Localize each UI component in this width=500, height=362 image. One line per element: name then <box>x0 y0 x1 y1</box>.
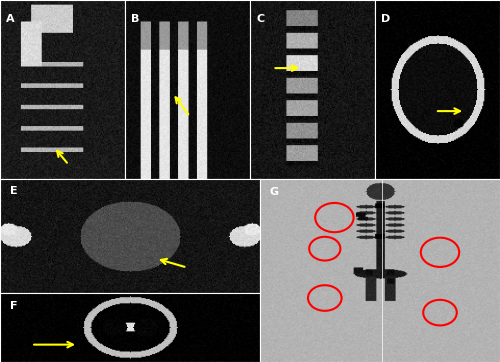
Text: F: F <box>10 301 18 311</box>
Text: B: B <box>131 14 140 24</box>
Text: G: G <box>270 186 278 197</box>
Text: C: C <box>256 14 264 24</box>
Text: D: D <box>382 14 390 24</box>
Text: E: E <box>10 186 18 196</box>
Text: A: A <box>6 14 15 24</box>
